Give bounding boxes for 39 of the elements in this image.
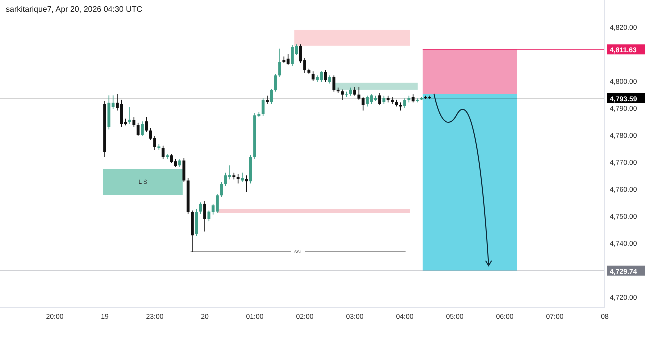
candlestick <box>195 208 198 237</box>
candlestick <box>145 116 148 133</box>
candlestick <box>199 202 202 214</box>
candlestick <box>128 106 132 124</box>
candlestick <box>378 92 382 106</box>
candlestick <box>262 98 265 117</box>
candlestick <box>136 122 140 137</box>
text: sarkitarique7, Apr 20, 2026 04:30 UTC <box>6 5 143 14</box>
candlestick <box>332 75 336 92</box>
candlestick <box>216 194 219 214</box>
candlestick <box>220 182 224 198</box>
candlestick <box>162 145 165 160</box>
candlestick <box>278 48 282 78</box>
candlestick <box>274 74 278 92</box>
candlestick <box>166 154 169 160</box>
candlestick <box>366 96 369 108</box>
candlestick <box>191 210 194 253</box>
candlestick <box>236 174 240 184</box>
candlestick <box>120 100 124 128</box>
candlestick <box>370 94 374 104</box>
candlestick <box>266 96 269 104</box>
candlestick <box>224 172 228 187</box>
candlestick <box>320 71 324 83</box>
candlestick <box>182 158 186 183</box>
candlestick <box>291 44 294 67</box>
candlestick <box>141 121 144 137</box>
candlestick <box>270 88 274 104</box>
candlestick <box>245 175 248 193</box>
candlestick <box>324 70 328 83</box>
candlestick <box>312 71 315 82</box>
candlestick <box>228 165 232 180</box>
candlestick <box>204 200 206 232</box>
candlestick <box>170 154 174 164</box>
candlestick <box>341 89 344 101</box>
candlestick <box>132 117 136 128</box>
candlestick <box>286 54 290 66</box>
candlestick <box>362 96 365 112</box>
candlestick <box>404 98 406 108</box>
candlestick <box>428 96 432 100</box>
